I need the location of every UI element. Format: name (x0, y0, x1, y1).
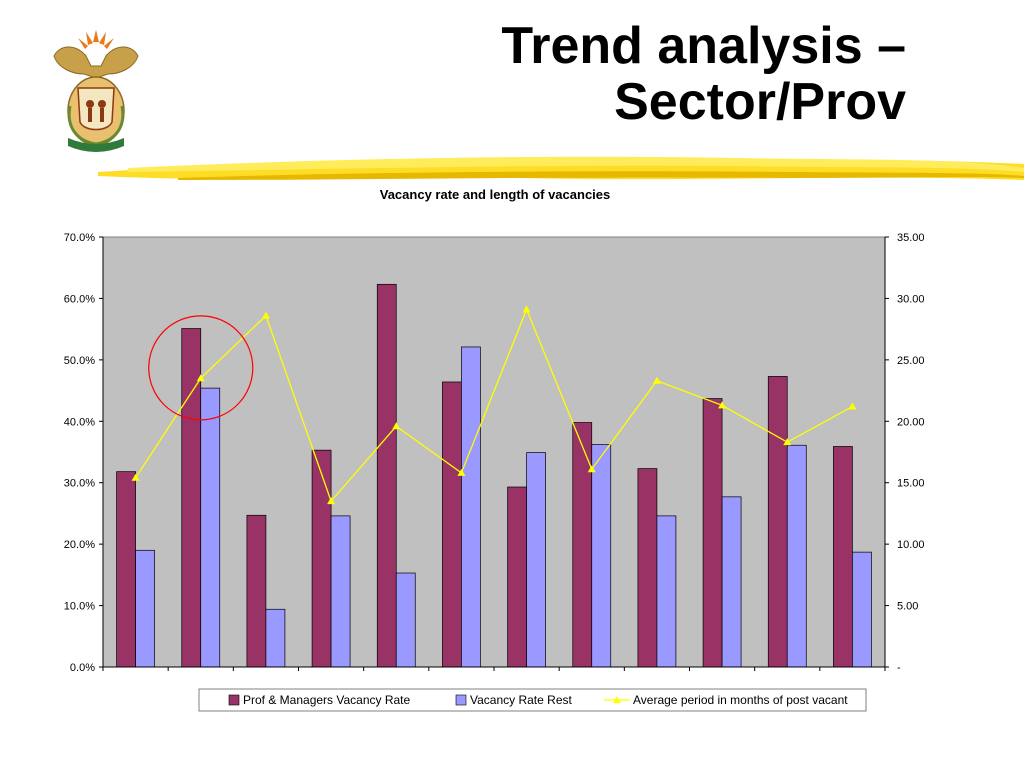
left-tick-label: 0.0% (70, 662, 95, 674)
bar-vacancy-rest-8 (591, 444, 612, 668)
bar-prof-managers-12 (833, 446, 853, 668)
right-tick-label: 5.00 (897, 601, 918, 613)
legend-swatch-prof-managers (228, 694, 240, 706)
bar-prof-managers-7 (507, 486, 527, 668)
right-tick-label: 15.00 (897, 478, 925, 490)
slide-title: Trend analysis – Sector/Prov (501, 18, 906, 130)
legend-label-prof-managers: Prof & Managers Vacancy Rate (243, 693, 411, 707)
legend-label-average-period: Average period in months of post vacant (633, 693, 848, 707)
legend-swatch-vacancy-rest (455, 694, 467, 706)
coat-of-arms-logo (53, 30, 139, 152)
right-tick-label: 10.00 (897, 539, 925, 551)
left-tick-label: 50.0% (64, 355, 95, 367)
bar-prof-managers-9 (637, 468, 658, 668)
marker-average-period-12 (848, 402, 857, 410)
bar-vacancy-rest-9 (656, 515, 677, 668)
left-tick-label: 40.0% (64, 416, 95, 428)
title-line-1: Trend analysis – (501, 17, 906, 75)
legend: Prof & Managers Vacancy Rate Vacancy Rat… (198, 688, 867, 712)
bar-vacancy-rest-3 (265, 608, 286, 668)
bar-prof-managers-10 (702, 398, 723, 668)
bar-prof-managers-3 (246, 514, 267, 668)
marker-average-period-7 (522, 305, 531, 313)
bar-prof-managers-6 (442, 381, 462, 668)
marker-average-period-1 (131, 473, 140, 481)
bar-prof-managers-1 (116, 471, 136, 668)
marker-average-period-8 (587, 465, 596, 473)
bar-vacancy-rest-12 (852, 551, 872, 668)
bars-group (116, 283, 872, 668)
bar-vacancy-rest-11 (786, 444, 807, 668)
marker-average-period-10 (718, 401, 727, 409)
title-line-2: Sector/Prov (614, 73, 906, 131)
chart-title: Vacancy rate and length of vacancies (380, 187, 611, 202)
right-tick-label: 35.00 (897, 232, 925, 244)
marker-average-period-6 (457, 468, 466, 476)
left-tick-label: 10.0% (64, 601, 95, 613)
highlight-circle (148, 315, 254, 421)
right-tick-label: - (897, 662, 901, 674)
motto-ribbon (68, 138, 124, 152)
secretary-bird-wings (53, 46, 139, 79)
plot-area (102, 236, 886, 668)
bar-vacancy-rest-6 (461, 346, 481, 668)
brush-stroke-divider (98, 156, 1024, 180)
bar-vacancy-rest-1 (135, 549, 155, 668)
left-tick-label: 60.0% (64, 293, 95, 305)
left-tick-label: 70.0% (64, 232, 95, 244)
marker-average-period-2 (196, 374, 205, 382)
marker-average-period-5 (392, 422, 401, 430)
right-tick-label: 30.00 (897, 293, 925, 305)
marker-average-period-9 (652, 376, 661, 384)
legend-box (198, 688, 867, 712)
bar-vacancy-rest-7 (526, 452, 546, 668)
sun-rays (78, 30, 114, 49)
left-tick-label: 30.0% (64, 478, 95, 490)
right-tick-label: 25.00 (897, 355, 925, 367)
right-tick-label: 20.00 (897, 416, 925, 428)
left-tick-label: 20.0% (64, 539, 95, 551)
legend-marker-average-period (613, 696, 621, 703)
bar-vacancy-rest-4 (330, 515, 351, 668)
bar-prof-managers-5 (376, 283, 397, 668)
line-average-period (135, 307, 853, 503)
bar-prof-managers-8 (572, 422, 593, 668)
bar-vacancy-rest-2 (200, 387, 221, 668)
legend-label-vacancy-rest: Vacancy Rate Rest (470, 693, 572, 707)
axes-group: 70.0% 60.0% 50.0% 40.0% 30.0% 20.0% 10.0% 0.0% 3… (64, 232, 925, 674)
bar-vacancy-rest-5 (395, 572, 416, 668)
bar-prof-managers-11 (767, 376, 788, 668)
bar-vacancy-rest-10 (721, 496, 742, 668)
marker-average-period-3 (261, 311, 270, 319)
marker-average-period-4 (327, 497, 336, 505)
bar-prof-managers-4 (311, 449, 332, 668)
marker-average-period-11 (783, 438, 792, 446)
shield (77, 87, 115, 131)
line-series-group (131, 305, 857, 505)
